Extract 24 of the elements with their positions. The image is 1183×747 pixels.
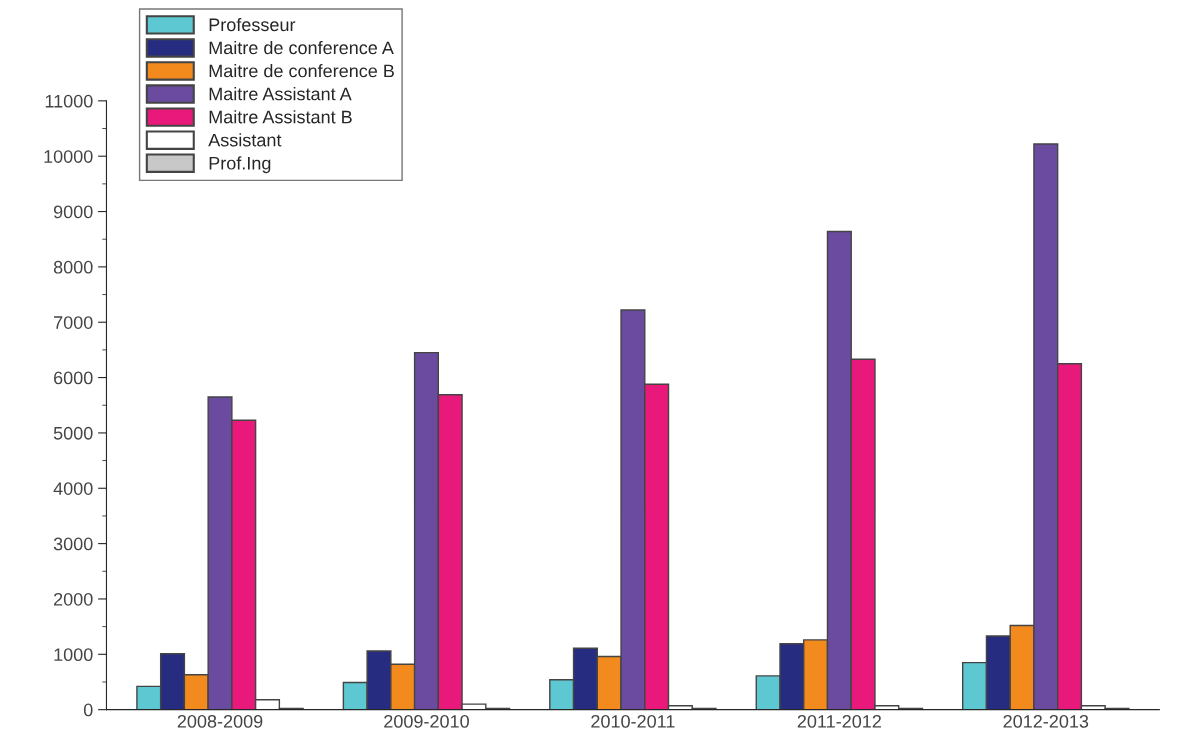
legend-label: Maitre de conference B xyxy=(209,64,394,78)
legend-label: Maitre de conference A xyxy=(209,40,394,55)
y-tick-label: 7000 xyxy=(54,316,93,329)
y-tick-label: 10000 xyxy=(44,150,93,163)
y-tick-label: 1000 xyxy=(54,648,93,662)
y-tick-label: 8000 xyxy=(53,260,93,274)
x-tick-label: 2009-2010 xyxy=(384,714,469,728)
legend-label: Maitre Assistant A xyxy=(209,87,352,101)
y-tick-label: 0 xyxy=(83,703,93,717)
y-tick-label: 3000 xyxy=(53,537,93,551)
y-tick-label: 4000 xyxy=(53,482,93,495)
y-tick-label: 6000 xyxy=(54,371,93,385)
x-tick-label: 2011-2012 xyxy=(797,714,881,728)
legend-label: Prof.Ing xyxy=(209,156,271,174)
y-tick-label: 2000 xyxy=(54,592,93,606)
y-tick-label: 9000 xyxy=(53,205,93,219)
legend-label: Assistant xyxy=(208,133,282,147)
y-tick-label: 11000 xyxy=(45,94,93,108)
x-tick-label: 2012-2013 xyxy=(1003,714,1089,728)
legend-label: Professeur xyxy=(209,17,296,32)
x-tick-label: 2010-2011 xyxy=(591,714,675,728)
x-tick-label: 2008-2009 xyxy=(177,714,263,728)
y-tick-label: 5000 xyxy=(53,426,93,440)
legend-label: Maitre Assistant B xyxy=(209,110,352,124)
